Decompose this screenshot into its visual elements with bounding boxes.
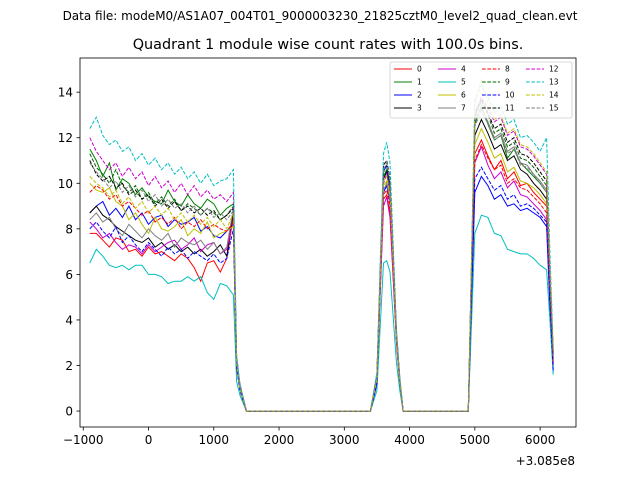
y-tick-label: 10 [58, 177, 73, 191]
x-tick-label: 0 [145, 433, 153, 447]
legend-frame [389, 61, 573, 119]
legend-label-11: 11 [505, 104, 515, 113]
figure-suptitle: Data file: modeM0/AS1A07_004T01_90000032… [63, 9, 578, 23]
legend-label-8: 8 [505, 65, 510, 74]
legend-label-5: 5 [461, 78, 466, 87]
series-line-15 [89, 109, 554, 412]
x-tick-label: 3000 [329, 433, 360, 447]
y-tick-label: 14 [58, 86, 73, 100]
x-tick-label: 5000 [460, 433, 491, 447]
axes-layer: −1000 0 1000 2000 3000 4000 5000 6000 0 2 4 6 8 10 12 1… [58, 86, 556, 447]
legend-label-1: 1 [417, 78, 422, 87]
x-tick-label: 1000 [199, 433, 230, 447]
x-tick-label: 2000 [264, 433, 295, 447]
legend-label-3: 3 [417, 104, 422, 113]
series-line-5 [89, 214, 554, 412]
y-tick-label: 12 [58, 131, 73, 145]
y-tick-label: 6 [65, 268, 73, 282]
series-layer [89, 78, 554, 412]
series-line-14 [89, 78, 554, 412]
legend-label-7: 7 [461, 104, 466, 113]
series-line-13 [89, 84, 554, 412]
legend-label-13: 13 [549, 78, 559, 87]
x-tick-label: 4000 [394, 433, 425, 447]
x-tick-label: 6000 [525, 433, 556, 447]
legend-label-4: 4 [461, 65, 466, 74]
legend-label-14: 14 [549, 91, 559, 100]
legend-label-10: 10 [505, 91, 515, 100]
x-axis-offset-label: +3.085e8 [516, 454, 575, 468]
legend-label-2: 2 [417, 91, 422, 100]
legend-label-0: 0 [417, 65, 422, 74]
legend-label-9: 9 [505, 78, 510, 87]
x-tick-label: −1000 [63, 433, 104, 447]
series-line-10 [89, 163, 554, 412]
y-tick-label: 8 [65, 222, 73, 236]
y-tick-label: 2 [65, 359, 73, 373]
legend-label-12: 12 [549, 65, 559, 74]
y-tick-label: 0 [65, 405, 73, 419]
legend-label-6: 6 [461, 91, 466, 100]
chart-title: Quadrant 1 module wise count rates with … [133, 37, 524, 53]
plot-frame [79, 57, 577, 428]
y-tick-label: 4 [65, 313, 73, 327]
legend-label-15: 15 [549, 104, 559, 113]
